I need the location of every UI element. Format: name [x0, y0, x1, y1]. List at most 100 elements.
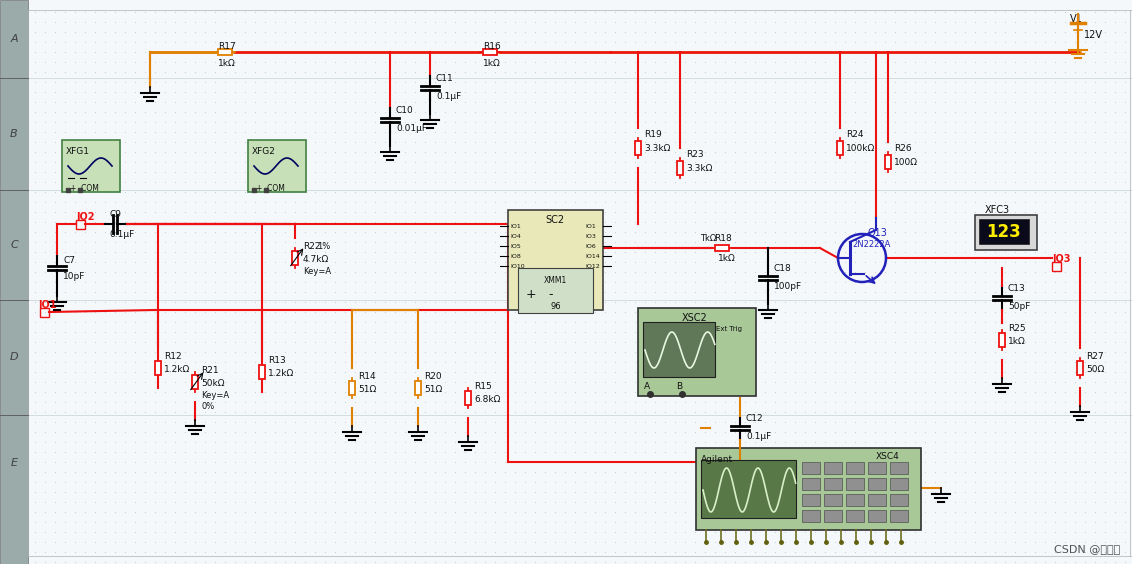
Point	[666, 387, 684, 396]
Point	[316, 417, 334, 426]
Point	[266, 267, 284, 276]
Point	[235, 497, 254, 506]
Point	[756, 168, 774, 177]
Point	[446, 518, 464, 527]
Point	[546, 157, 564, 166]
Point	[706, 417, 724, 426]
Point	[655, 28, 674, 37]
Point	[126, 377, 144, 386]
Point	[576, 508, 594, 517]
Point	[626, 377, 644, 386]
Point	[166, 377, 185, 386]
Text: 100pF: 100pF	[774, 282, 803, 291]
Point	[336, 417, 354, 426]
Point	[756, 47, 774, 56]
Point	[496, 7, 514, 16]
Point	[866, 487, 884, 496]
Point	[355, 527, 374, 536]
Point	[655, 417, 674, 426]
Point	[946, 468, 964, 477]
Point	[535, 197, 554, 206]
Point	[336, 527, 354, 536]
Point	[746, 328, 764, 337]
Point	[636, 248, 654, 257]
Point	[1046, 248, 1064, 257]
Point	[786, 267, 804, 276]
Point	[916, 387, 934, 396]
Point	[446, 258, 464, 267]
Point	[715, 377, 734, 386]
Point	[1046, 387, 1064, 396]
Point	[696, 17, 714, 27]
Point	[806, 487, 824, 496]
Point	[115, 28, 134, 37]
Point	[715, 117, 734, 126]
Point	[946, 248, 964, 257]
Point	[686, 218, 704, 227]
Point	[1006, 148, 1024, 157]
Point	[996, 187, 1014, 196]
Point	[796, 508, 814, 517]
Point	[86, 267, 104, 276]
Point	[96, 197, 114, 206]
Point	[396, 428, 414, 437]
Point	[506, 87, 524, 96]
Point	[736, 508, 754, 517]
Point	[156, 248, 174, 257]
Point	[546, 138, 564, 147]
Point	[256, 307, 274, 316]
Point	[106, 148, 125, 157]
Point	[36, 28, 54, 37]
Point	[916, 218, 934, 227]
Point	[406, 77, 424, 86]
Point	[576, 168, 594, 177]
Point	[996, 457, 1014, 466]
Point	[166, 87, 185, 96]
Point	[516, 368, 534, 377]
Point	[576, 518, 594, 527]
Point	[666, 487, 684, 496]
Point	[706, 227, 724, 236]
Point	[846, 208, 864, 217]
Point	[576, 328, 594, 337]
Point	[106, 98, 125, 107]
Point	[676, 457, 694, 466]
Point	[206, 438, 224, 447]
Point	[295, 148, 314, 157]
Point	[876, 417, 894, 426]
Point	[676, 508, 694, 517]
Point	[76, 368, 94, 377]
Point	[475, 98, 494, 107]
Point	[446, 468, 464, 477]
Point	[136, 218, 154, 227]
Point	[886, 428, 904, 437]
Point	[576, 157, 594, 166]
Point	[246, 187, 264, 196]
Point	[775, 407, 794, 416]
Point	[1046, 68, 1064, 77]
Point	[666, 318, 684, 327]
Point	[496, 518, 514, 527]
Point	[766, 197, 784, 206]
Point	[436, 318, 454, 327]
Point	[126, 508, 144, 517]
Point	[566, 77, 584, 86]
Point	[66, 368, 84, 377]
Point	[286, 98, 305, 107]
Point	[906, 288, 924, 297]
Point	[666, 267, 684, 276]
Point	[415, 548, 434, 557]
Point	[1015, 337, 1034, 346]
Point	[706, 387, 724, 396]
Point	[775, 28, 794, 37]
Point	[136, 497, 154, 506]
Point	[415, 218, 434, 227]
Point	[355, 77, 374, 86]
Point	[595, 127, 614, 136]
Point	[626, 28, 644, 37]
Point	[1116, 267, 1132, 276]
Point	[636, 337, 654, 346]
Point	[1106, 178, 1124, 187]
Point	[346, 248, 365, 257]
Point	[686, 447, 704, 456]
